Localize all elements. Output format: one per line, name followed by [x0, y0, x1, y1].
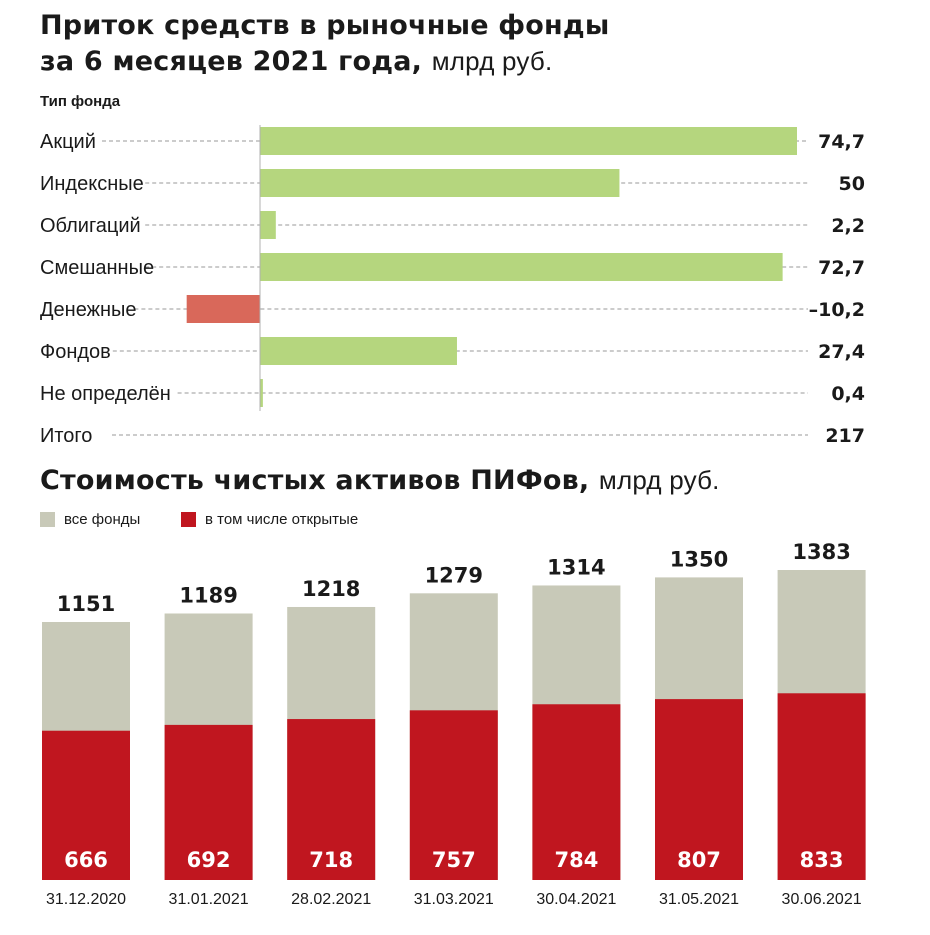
bar-open-funds: [409, 710, 498, 880]
bar: [260, 379, 263, 407]
bar-open-funds: [777, 693, 866, 880]
date-label: 31.01.2021: [169, 891, 249, 908]
open-value-label: 692: [187, 848, 231, 872]
total-value-label: 1218: [302, 577, 360, 601]
total-value-label: 1383: [792, 540, 850, 564]
chart1-title-line1: Приток средств в рыночные фонды: [40, 10, 610, 41]
legend-label-open-funds: в том числе открытые: [205, 511, 359, 528]
category-label: Не определён: [40, 383, 171, 405]
date-label: 28.02.2021: [291, 891, 371, 908]
bar: [260, 211, 276, 239]
open-value-label: 718: [309, 848, 353, 872]
legend-item-open-funds: в том числе открытые: [181, 511, 358, 528]
date-label: 31.12.2020: [46, 891, 126, 908]
inflow-bar-chart: Акций 74,7 Индексные 50 Облигаций 2,2 Смешанны…: [40, 125, 865, 447]
value-label: –10,2: [809, 299, 865, 321]
bar-open-funds: [164, 724, 253, 880]
value-label: 50: [839, 173, 865, 195]
category-label: Денежные: [40, 299, 137, 321]
date-label: 30.04.2021: [536, 891, 616, 908]
chart2-title-unit: млрд руб.: [598, 465, 720, 495]
value-label: 0,4: [831, 383, 865, 405]
value-label: 72,7: [818, 257, 865, 279]
category-label: Акций: [40, 131, 96, 153]
chart1-subtitle: за 6 месяцев 2021 года, млрд руб.: [40, 43, 552, 80]
bar: [260, 169, 620, 197]
open-value-label: 757: [432, 848, 476, 872]
date-label: 30.06.2021: [782, 891, 862, 908]
legend-swatch-open-funds: [181, 512, 196, 527]
date-label: 31.03.2021: [414, 891, 494, 908]
date-label: 31.05.2021: [659, 891, 739, 908]
bar-open-funds: [287, 719, 376, 880]
total-value-label: 1279: [425, 563, 483, 587]
open-value-label: 807: [677, 848, 721, 872]
bar-open-funds: [532, 704, 621, 880]
total-value-label: 1189: [179, 583, 237, 607]
category-label: Смешанные: [40, 257, 154, 279]
total-value: 217: [825, 425, 865, 447]
total-label: Итого: [40, 425, 92, 447]
bar: [260, 337, 457, 365]
total-value-label: 1314: [547, 555, 605, 579]
open-value-label: 666: [64, 848, 108, 872]
open-value-label: 833: [800, 848, 844, 872]
chart1-title-unit: млрд руб.: [431, 46, 553, 76]
legend-label-all-funds: все фонды: [64, 511, 141, 528]
total-value-label: 1151: [57, 592, 115, 616]
total-value-label: 1350: [670, 547, 728, 571]
category-label: Индексные: [40, 173, 144, 195]
open-value-label: 784: [554, 848, 598, 872]
chart1-title: Приток средств в рыночные фонды: [40, 8, 610, 44]
value-label: 74,7: [818, 131, 865, 153]
bar: [186, 295, 260, 323]
chart2-title: Стоимость чистых активов ПИФов, млрд руб…: [40, 462, 720, 499]
chart1-title-line2: за 6 месяцев 2021 года,: [40, 46, 423, 77]
legend-swatch-all-funds: [40, 512, 55, 527]
value-label: 2,2: [831, 215, 865, 237]
bar-open-funds: [42, 730, 130, 880]
bar: [260, 253, 783, 281]
category-label: Фондов: [40, 341, 111, 363]
value-label: 27,4: [818, 341, 865, 363]
chart2-title-text: Стоимость чистых активов ПИФов,: [40, 465, 590, 496]
bar: [260, 127, 797, 155]
bar-open-funds: [655, 699, 743, 880]
chart1-axis-title: Тип фонда: [40, 93, 121, 110]
category-label: Облигаций: [40, 215, 141, 237]
legend-item-all-funds: все фонды: [40, 511, 140, 528]
